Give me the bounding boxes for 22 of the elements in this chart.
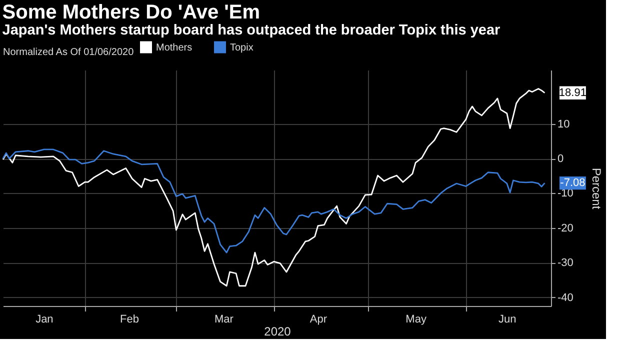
y-tick-label: -40 — [558, 292, 574, 304]
y-tick-label: 10 — [558, 118, 570, 130]
y-tick-label: -30 — [558, 257, 574, 270]
legend-label: Mothers — [156, 42, 192, 54]
line-series — [2, 88, 546, 287]
y-tick-label: 0 — [558, 153, 564, 165]
x-tick-label: Mar — [214, 314, 234, 326]
legend-title: Normalized As Of 01/06/2020 — [3, 47, 134, 58]
x-tick-label: Jun — [498, 314, 516, 326]
legend-label: Topix — [230, 42, 254, 54]
x-tick-label: May — [406, 314, 427, 326]
x-tick-label: Feb — [120, 314, 139, 326]
x-axis-title: 2020 — [264, 324, 292, 338]
x-tick-label: Apr — [310, 314, 328, 326]
chart-subtitle: Japan's Mothers startup board has outpaced the broader Topix this year — [2, 22, 501, 38]
y-axis-title: Percent — [589, 168, 604, 210]
line-series — [2, 148, 546, 254]
y-tick-label: -20 — [558, 222, 574, 234]
x-tick-label: Jan — [36, 314, 54, 326]
chart-title: Some Mothers Do 'Ave 'Em — [2, 2, 260, 24]
annotation: 18.91 — [558, 86, 586, 99]
annotation: -7.08 — [560, 177, 586, 190]
